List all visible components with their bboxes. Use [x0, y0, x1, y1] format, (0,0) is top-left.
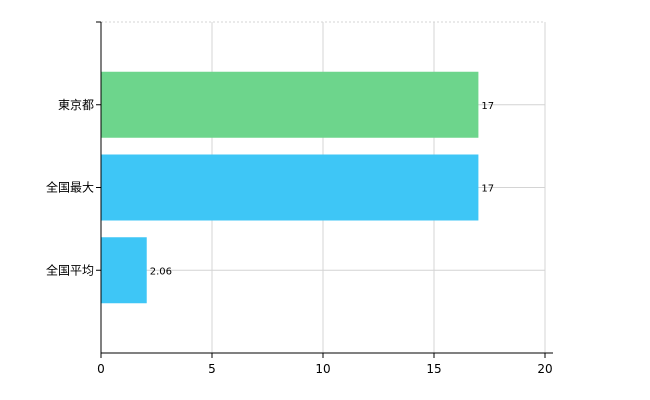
- bar: [101, 154, 479, 221]
- value-label: 17: [481, 101, 494, 112]
- x-tick-label: 10: [315, 362, 330, 376]
- bars: [101, 71, 479, 304]
- value-label: 2.06: [150, 266, 172, 277]
- bar: [101, 237, 147, 304]
- x-tick-label: 5: [208, 362, 216, 376]
- value-label: 17: [481, 184, 494, 195]
- bar: [101, 71, 479, 138]
- x-tick-label: 0: [97, 362, 105, 376]
- value-labels: 17 17 2.06: [150, 101, 494, 278]
- axes: [96, 21, 553, 354]
- x-tick-label: 20: [537, 362, 552, 376]
- x-axis-ticks: 0 5 10 15 20: [97, 353, 553, 376]
- category-label: 東京都: [58, 98, 94, 112]
- x-tick-label: 15: [426, 362, 441, 376]
- category-label: 全国平均: [46, 262, 94, 277]
- category-label: 全国最大: [46, 180, 94, 195]
